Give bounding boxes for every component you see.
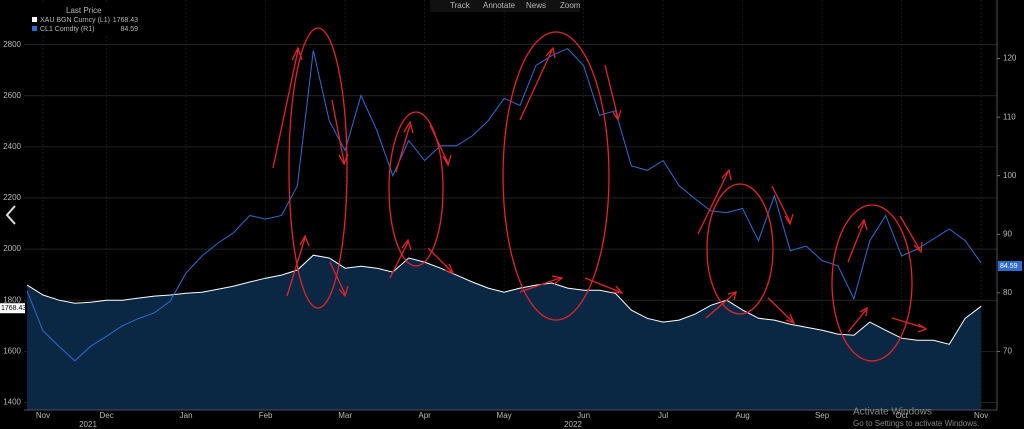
legend-title: Last Price — [66, 6, 102, 15]
x-tick-label: Sep — [815, 411, 830, 420]
x-tick-label: Oct — [895, 411, 908, 420]
x-tick-label: May — [497, 411, 512, 420]
y-tick-label: 1800 — [3, 295, 21, 304]
x-tick-label: Aug — [735, 411, 749, 420]
y2-tick-label: 120 — [1003, 54, 1017, 63]
x-tick-label: Dec — [99, 411, 113, 420]
legend-value: 1768.43 — [113, 17, 138, 24]
annotations — [272, 27, 928, 362]
watermark-title: Activate Windows — [853, 407, 932, 418]
y-tick-label: 2400 — [3, 142, 21, 151]
toolbar-annotate[interactable]: Annotate — [483, 1, 516, 10]
y2-tick-label: 90 — [1003, 229, 1012, 238]
last-value-tag — [0, 303, 25, 314]
legend-swatch — [32, 26, 37, 31]
x-tick-label: Nov — [974, 411, 988, 420]
last-value-tag — [998, 260, 1022, 271]
legend — [28, 4, 140, 36]
x-year-label: 2021 — [79, 420, 97, 429]
x-tick-label: Jun — [577, 411, 590, 420]
x-tick-label: Jan — [180, 411, 193, 420]
x-tick-label: Jul — [658, 411, 668, 420]
y2-tick-label: 70 — [1003, 347, 1012, 356]
y-tick-label: 2200 — [3, 193, 21, 202]
y-tick-label: 2600 — [3, 91, 21, 100]
last-value-label: 1768.43 — [1, 305, 26, 312]
legend-label: CL1 Comdty (R1) — [40, 26, 94, 33]
toolbar-zoom[interactable]: Zoom — [560, 1, 581, 10]
area — [27, 255, 982, 410]
legend-value: 84.59 — [120, 26, 138, 33]
x-tick-label: Mar — [338, 411, 352, 420]
toolbar-track[interactable]: Track — [450, 1, 471, 10]
y-tick-label: 1400 — [3, 397, 21, 406]
back-chevron[interactable] — [5, 205, 16, 225]
x-tick-label: Apr — [418, 411, 431, 420]
legend-label: XAU BGN Curncy (L1) — [40, 17, 110, 24]
toolbar-news[interactable]: News — [526, 1, 546, 10]
toolbar — [430, 0, 580, 12]
y2-tick-label: 100 — [1003, 171, 1017, 180]
x-tick-label: Feb — [259, 411, 273, 420]
x-tick-label: Nov — [36, 411, 50, 420]
y-tick-label: 1600 — [3, 346, 21, 355]
y2-tick-label: 110 — [1003, 112, 1016, 121]
line — [26, 254, 982, 345]
line — [26, 47, 982, 362]
y-tick-label: 2000 — [3, 244, 21, 253]
y2-tick-label: 80 — [1003, 288, 1012, 297]
last-value-label: 84.59 — [1000, 263, 1018, 270]
watermark-subtitle: Go to Settings to activate Windows. — [853, 419, 979, 428]
y-tick-label: 2800 — [3, 40, 21, 49]
x-year-label: 2022 — [564, 420, 582, 429]
legend-swatch — [32, 17, 37, 22]
